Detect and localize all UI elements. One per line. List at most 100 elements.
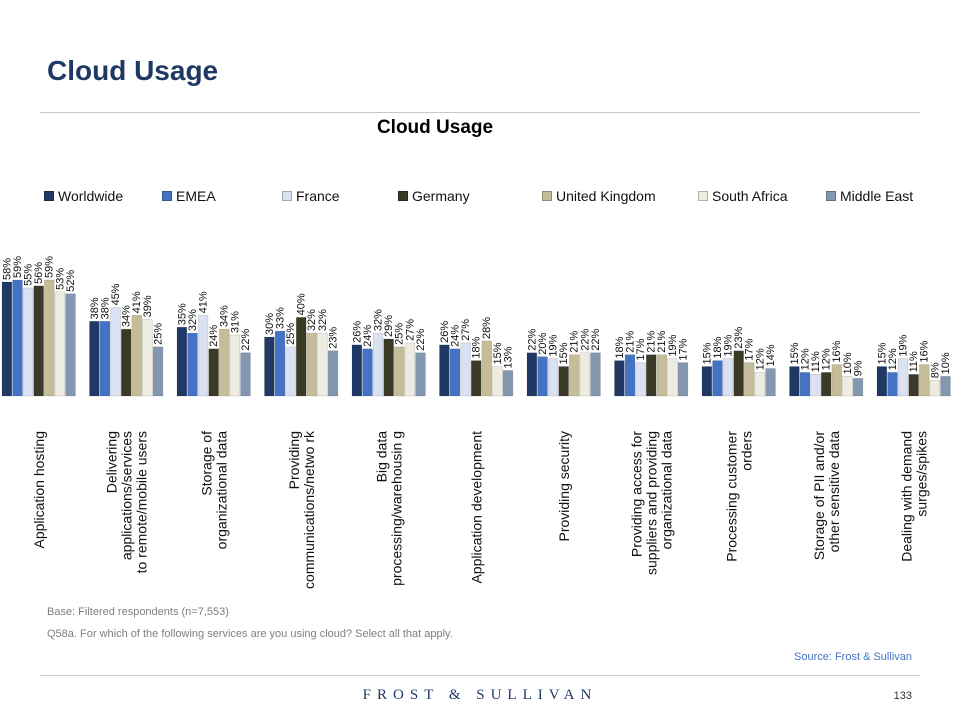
data-label: 18% — [712, 336, 724, 358]
data-label: 11% — [810, 351, 822, 372]
data-label: 34% — [121, 305, 133, 327]
bar — [492, 366, 503, 397]
data-label: 14% — [765, 344, 777, 366]
bar — [635, 362, 646, 397]
data-label: 22% — [590, 329, 602, 351]
bar — [852, 378, 864, 397]
question-note: Q58a. For which of the following service… — [47, 628, 453, 640]
bar — [264, 336, 275, 397]
category-label-line: processing/warehousin g — [389, 431, 405, 586]
category-label-text: Storage oforganizational data — [199, 431, 230, 550]
data-label: 56% — [33, 262, 45, 284]
data-label: 22% — [415, 329, 427, 351]
data-label: 32% — [373, 309, 385, 331]
bar — [12, 279, 23, 397]
bar — [65, 293, 76, 397]
legend-swatch — [542, 191, 552, 201]
category-label-text: Providingcommunications/netwo rk — [286, 430, 317, 589]
bar — [897, 358, 909, 397]
category-label-line: other sensitive data — [826, 431, 842, 553]
data-label: 17% — [744, 338, 756, 360]
category-label-line: orders — [739, 431, 755, 471]
data-label: 23% — [327, 327, 339, 349]
legend-item: Worldwide — [44, 188, 162, 204]
category-label: Deliveringapplications/servicesto remote… — [104, 431, 150, 573]
bar — [99, 321, 111, 397]
data-label: 29% — [383, 315, 395, 337]
data-label: 21% — [624, 330, 636, 352]
data-label: 21% — [646, 330, 658, 352]
category-label-line: applications/services — [119, 431, 135, 560]
category-label-text: Big dataprocessing/warehousin g — [374, 431, 405, 586]
data-label: 32% — [306, 309, 318, 331]
category-label-text: Dealing with demandsurges/spikes — [899, 431, 930, 562]
data-label: 11% — [908, 351, 920, 372]
legend-label: South Africa — [712, 188, 788, 204]
bar — [537, 356, 548, 397]
category-label-line: Application development — [469, 431, 485, 584]
data-label: 17% — [635, 338, 647, 360]
bar — [470, 360, 482, 397]
bar — [33, 285, 44, 397]
bar — [842, 376, 853, 397]
data-label: 26% — [351, 321, 363, 343]
data-label: 22% — [240, 329, 252, 351]
category-label-line: Application hosting — [31, 431, 47, 549]
bar — [295, 317, 307, 397]
data-label: 27% — [404, 319, 416, 341]
data-label: 12% — [821, 348, 833, 370]
title-divider — [40, 112, 920, 113]
bar — [799, 372, 811, 397]
source-note: Source: Frost & Sullivan — [794, 651, 912, 663]
data-label: 25% — [152, 323, 164, 345]
data-label: 15% — [558, 342, 570, 364]
data-label: 16% — [831, 340, 843, 362]
bar — [908, 374, 919, 397]
legend-swatch — [282, 191, 292, 201]
bar — [876, 366, 888, 397]
data-label: 22% — [526, 329, 538, 351]
data-label: 21% — [569, 330, 581, 352]
data-label: 12% — [887, 348, 899, 370]
bar — [929, 379, 941, 397]
data-label: 30% — [264, 313, 276, 335]
data-label: 52% — [65, 270, 77, 292]
bar — [449, 348, 461, 397]
category-label-line: suppliers and providing — [644, 431, 660, 575]
legend-item: France — [282, 188, 398, 204]
data-label: 58% — [1, 258, 13, 280]
data-label: 55% — [23, 264, 35, 286]
bar — [439, 344, 450, 397]
category-label: Application development — [469, 431, 485, 584]
bar — [415, 352, 426, 397]
data-label: 24% — [208, 325, 220, 347]
category-label-line: organizational data — [659, 431, 675, 550]
data-label: 24% — [362, 325, 374, 347]
bar — [285, 346, 296, 397]
bar — [240, 352, 251, 397]
category-label: Storage oforganizational data — [199, 431, 230, 550]
data-label: 26% — [439, 321, 451, 343]
bar — [317, 332, 328, 397]
bar — [131, 315, 142, 397]
bar — [383, 338, 394, 397]
bar — [44, 279, 55, 397]
bar — [351, 344, 363, 397]
data-label: 15% — [876, 342, 888, 364]
bar — [624, 354, 636, 397]
data-label: 34% — [219, 305, 231, 327]
bar — [22, 287, 34, 397]
data-label: 10% — [940, 352, 952, 374]
bar — [677, 362, 689, 397]
data-label: 32% — [187, 309, 199, 331]
data-label: 19% — [667, 334, 679, 356]
legend-label: Middle East — [840, 188, 914, 204]
data-label: 53% — [54, 268, 66, 290]
bar — [656, 354, 668, 397]
bar — [810, 374, 821, 397]
bar — [754, 372, 766, 397]
bar — [526, 352, 538, 397]
bar — [590, 352, 601, 397]
chart-title: Cloud Usage — [376, 117, 494, 138]
